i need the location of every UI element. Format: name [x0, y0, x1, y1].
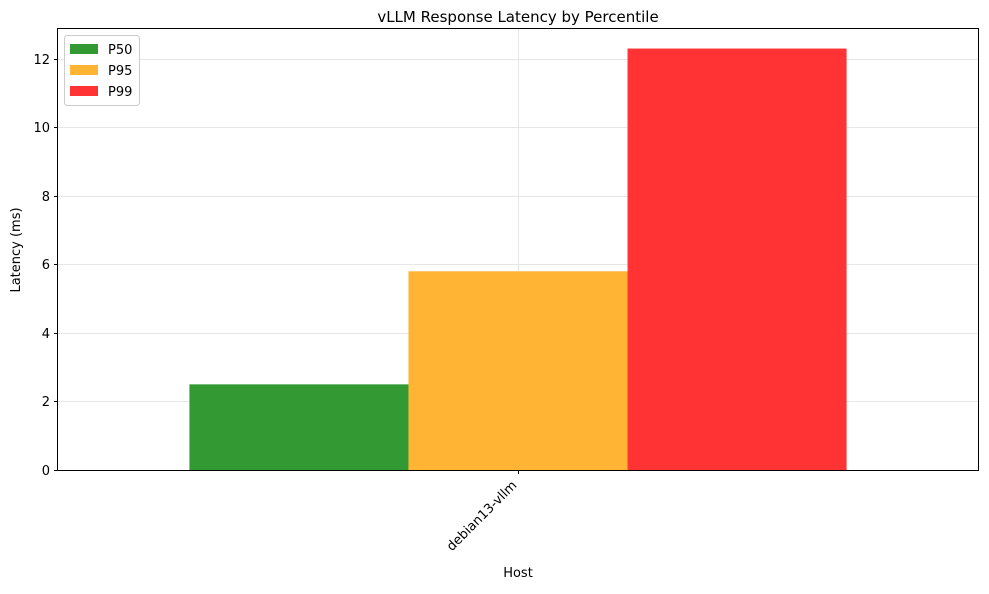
y-axis-title: Latency (ms): [9, 207, 24, 292]
legend-label-p95: P95: [108, 64, 132, 79]
y-tick-label: 12: [33, 53, 50, 68]
bar-p99: [627, 48, 847, 471]
y-tick-label: 0: [42, 464, 50, 479]
chart-title: vLLM Response Latency by Percentile: [377, 8, 658, 26]
legend-swatch-p50: [70, 44, 98, 54]
y-tick-label: 4: [42, 327, 50, 342]
y-tick-label: 8: [42, 190, 50, 205]
x-tick-label: debian13-vllm: [444, 478, 520, 554]
y-tick-label: 2: [42, 395, 50, 410]
legend-label-p50: P50: [108, 43, 132, 58]
bar-p50: [189, 384, 409, 470]
legend-swatch-p95: [70, 65, 98, 75]
bar-p95: [408, 271, 628, 470]
y-axis-ticks: 0 2 4 6 8 10 12: [33, 53, 58, 479]
legend: P50 P95 P99: [64, 35, 140, 106]
x-axis-ticks: debian13-vllm: [444, 470, 520, 554]
y-tick-label: 6: [42, 258, 50, 273]
y-tick-label: 10: [33, 121, 50, 136]
legend-swatch-p99: [70, 86, 98, 96]
legend-label-p99: P99: [108, 85, 132, 100]
bars: [189, 48, 847, 471]
x-axis-title: Host: [503, 566, 533, 581]
